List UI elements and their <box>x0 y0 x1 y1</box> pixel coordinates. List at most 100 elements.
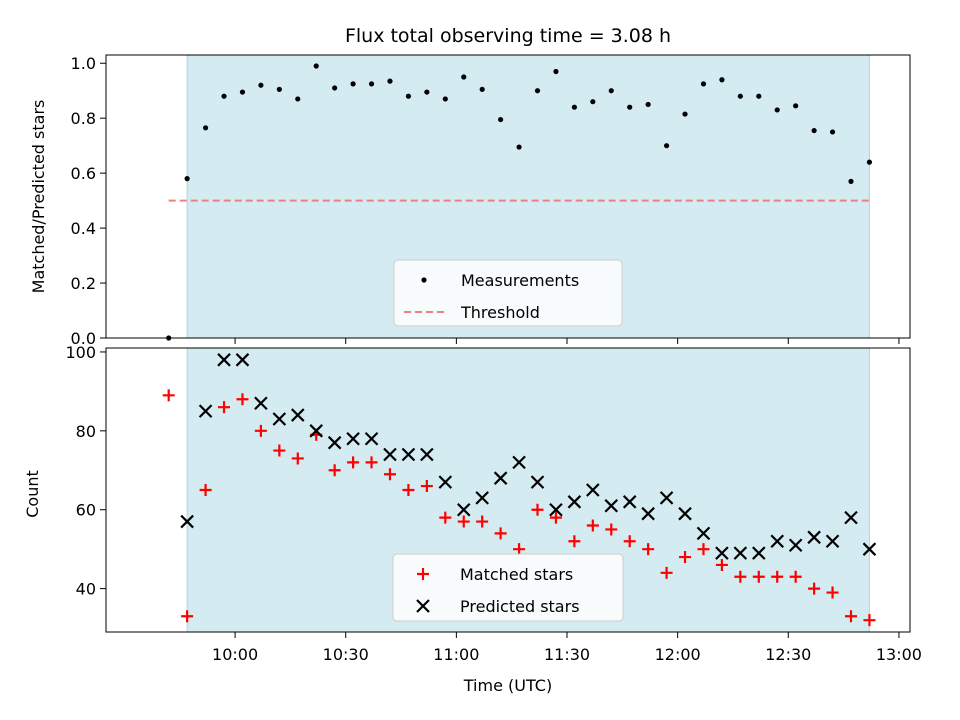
bottom-axes-frame <box>105 347 911 633</box>
predicted-star-point <box>235 353 250 367</box>
legend-label: Measurements <box>461 271 579 290</box>
matched-star-point <box>365 456 378 469</box>
measurement-point <box>442 96 448 102</box>
matched-star-point <box>697 543 710 556</box>
predicted-star-point <box>807 530 821 545</box>
y-tick-label: 40 <box>76 580 96 599</box>
matched-star-point <box>494 527 507 540</box>
x-tick-label: 12:00 <box>655 645 701 664</box>
y-tick-label: 80 <box>76 422 96 441</box>
measurement-point <box>258 82 264 88</box>
matched-star-point <box>328 464 341 477</box>
predicted-star-point <box>327 435 342 450</box>
y-tick-label: 100 <box>65 343 96 362</box>
measurement-point <box>811 127 817 134</box>
y-tick-label: 0.8 <box>71 109 96 128</box>
measurement-point <box>516 144 522 150</box>
predicted-star-point <box>549 502 563 517</box>
predicted-star-point <box>364 431 379 446</box>
measurement-point <box>829 129 836 135</box>
measurement-point <box>608 88 614 94</box>
measurement-point <box>405 93 412 99</box>
matched-star-point <box>383 468 396 481</box>
measurement-point <box>368 81 375 87</box>
matched-star-point <box>457 515 470 528</box>
measurement-point <box>276 86 282 92</box>
predicted-star-point <box>217 353 231 367</box>
predicted-star-point <box>272 412 287 426</box>
matched-star-point <box>291 452 304 465</box>
measurement-point <box>663 143 670 149</box>
predicted-star-point <box>770 534 785 549</box>
measurement-point <box>700 81 707 87</box>
y-tick-label: 0.4 <box>71 219 96 238</box>
measurement-point <box>424 89 430 95</box>
bottom-panel: 40 60 80 100 10:00 10:30 11:00 11:30 12:00 12:30… <box>23 343 922 695</box>
matched-star-point <box>752 570 765 583</box>
matched-star-point <box>347 456 360 469</box>
measurement-point <box>866 159 873 165</box>
bottom-y-axis-label: Count <box>23 470 42 518</box>
measurement-point <box>645 101 651 108</box>
measurement-point <box>295 96 301 102</box>
matched-star-point <box>513 543 526 556</box>
measurement-point <box>202 125 209 131</box>
predicted-star-point <box>641 506 655 521</box>
measurement-point <box>534 88 541 94</box>
matched-star-point <box>549 511 562 524</box>
predicted-star-point <box>309 424 323 438</box>
y-tick-label: 1.0 <box>71 54 96 73</box>
predicted-star-point <box>825 534 840 549</box>
measurement-point <box>719 77 725 83</box>
matched-star-point <box>568 535 581 548</box>
measurement-point <box>756 93 762 99</box>
predicted-star-point <box>198 404 213 418</box>
matched-star-point <box>531 503 544 516</box>
predicted-star-point <box>475 491 489 505</box>
x-tick-label: 10:30 <box>323 645 369 664</box>
top-axes-frame <box>105 54 911 339</box>
measurement-point <box>498 116 504 123</box>
matched-star-point <box>402 484 415 496</box>
measurement-point <box>461 74 467 80</box>
predicted-star-point <box>586 483 600 497</box>
measurement-point <box>479 86 485 92</box>
measurement-point <box>627 104 633 110</box>
legend-label: Matched stars <box>460 565 573 584</box>
measurement-point <box>848 178 854 184</box>
matched-star-point <box>586 519 599 532</box>
matched-star-point <box>254 424 267 437</box>
matched-star-point <box>420 480 433 493</box>
measurement-point <box>221 93 227 99</box>
y-tick-label: 0.6 <box>71 164 96 183</box>
x-tick-label: 13:00 <box>876 645 922 664</box>
predicted-star-point <box>862 542 877 556</box>
legend-box <box>392 553 624 622</box>
predicted-star-point <box>659 491 674 505</box>
measurement-point <box>387 78 393 84</box>
measurement-point <box>737 93 743 99</box>
matched-star-point <box>734 570 747 583</box>
bottom-legend: Matched stars Predicted stars <box>392 553 624 622</box>
x-axis-label: Time (UTC) <box>463 676 552 695</box>
measurement-point <box>239 89 246 95</box>
matched-star-point <box>439 511 452 524</box>
legend-label: Predicted stars <box>460 597 580 616</box>
matched-star-point <box>660 566 673 579</box>
matched-star-point <box>218 401 231 414</box>
measurement-point <box>590 99 596 105</box>
x-tick-label: 11:00 <box>433 645 479 664</box>
matched-star-point <box>715 558 728 571</box>
predicted-star-point <box>456 502 471 517</box>
predicted-star-point <box>438 475 453 489</box>
x-tick-label: 12:30 <box>765 645 811 664</box>
predicted-star-point <box>493 471 508 485</box>
predicted-star-point <box>715 546 729 560</box>
matched-star-point <box>236 393 249 406</box>
predicted-star-point <box>291 408 305 422</box>
matched-star-point <box>605 523 618 536</box>
predicted-star-point <box>254 396 268 410</box>
matched-star-point <box>642 543 655 556</box>
legend-marker <box>416 599 430 613</box>
matched-star-point <box>771 570 784 583</box>
